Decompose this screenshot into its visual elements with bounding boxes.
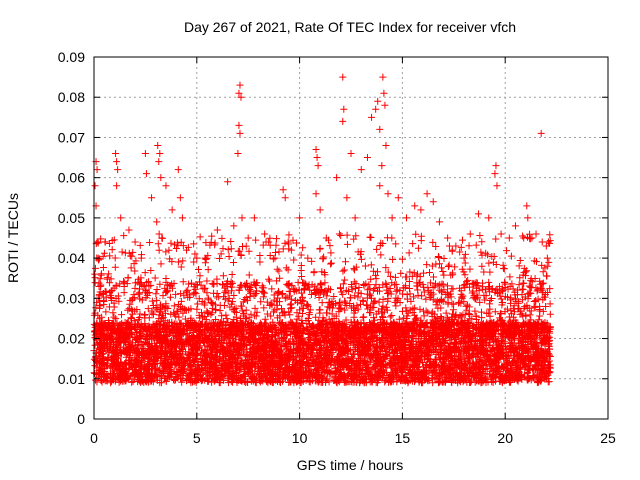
data-point (256, 258, 264, 266)
data-point (116, 280, 124, 288)
data-point (193, 305, 201, 313)
data-point (209, 280, 217, 288)
data-point (357, 255, 365, 263)
data-point (410, 293, 418, 301)
data-point (127, 264, 135, 272)
data-point (292, 296, 300, 304)
data-point (335, 230, 343, 238)
data-point (266, 241, 274, 249)
data-point (420, 288, 428, 296)
data-point (461, 250, 469, 258)
data-point (392, 240, 400, 248)
data-point (174, 300, 182, 308)
data-point (111, 254, 119, 262)
data-point (327, 249, 335, 257)
data-point (252, 236, 260, 244)
data-point (527, 316, 535, 324)
data-point (111, 263, 119, 271)
data-point (476, 298, 484, 306)
data-point (384, 295, 392, 303)
data-point (265, 277, 273, 285)
data-point (146, 238, 154, 246)
data-point (174, 258, 182, 266)
data-point (141, 269, 149, 277)
data-point (345, 287, 353, 295)
data-point (379, 295, 387, 303)
data-point (196, 272, 204, 280)
data-point (147, 267, 155, 275)
data-point (426, 268, 434, 276)
data-point (420, 269, 428, 277)
data-point (178, 378, 186, 386)
data-point (269, 255, 277, 263)
data-point (405, 284, 413, 292)
data-point (272, 235, 280, 243)
data-point (98, 313, 106, 321)
data-point (153, 285, 161, 293)
data-point (267, 300, 275, 308)
data-point (250, 312, 258, 320)
data-point (351, 292, 359, 300)
data-point (131, 267, 139, 275)
data-point (386, 313, 394, 321)
data-point (507, 252, 515, 260)
data-point (282, 264, 290, 272)
data-point (244, 297, 252, 305)
data-point (455, 298, 463, 306)
data-point (411, 304, 419, 312)
data-point (266, 252, 274, 260)
data-point (316, 245, 324, 253)
data-point (105, 270, 113, 278)
data-point (217, 250, 225, 258)
data-point (106, 279, 114, 287)
data-point (212, 315, 220, 323)
data-point (323, 292, 331, 300)
data-point (265, 275, 273, 283)
data-point (260, 304, 268, 312)
data-point (445, 242, 453, 250)
data-point (321, 279, 329, 287)
data-point (428, 262, 436, 270)
data-point (339, 267, 347, 275)
data-point (336, 305, 344, 313)
data-point (440, 271, 448, 279)
data-point (255, 364, 263, 372)
data-point (528, 278, 536, 286)
data-point (118, 248, 126, 256)
data-point (485, 259, 493, 267)
data-point (177, 297, 185, 305)
data-point (219, 272, 227, 280)
data-point (203, 289, 211, 297)
data-point (326, 242, 334, 250)
data-point (228, 270, 236, 278)
data-point (506, 273, 514, 281)
data-point (170, 302, 178, 310)
data-point (208, 232, 216, 240)
data-points (90, 73, 554, 387)
data-point (542, 302, 550, 310)
data-point (464, 276, 472, 284)
data-point (372, 271, 380, 279)
data-point (359, 313, 367, 321)
data-point (295, 312, 303, 320)
data-point (403, 312, 411, 320)
